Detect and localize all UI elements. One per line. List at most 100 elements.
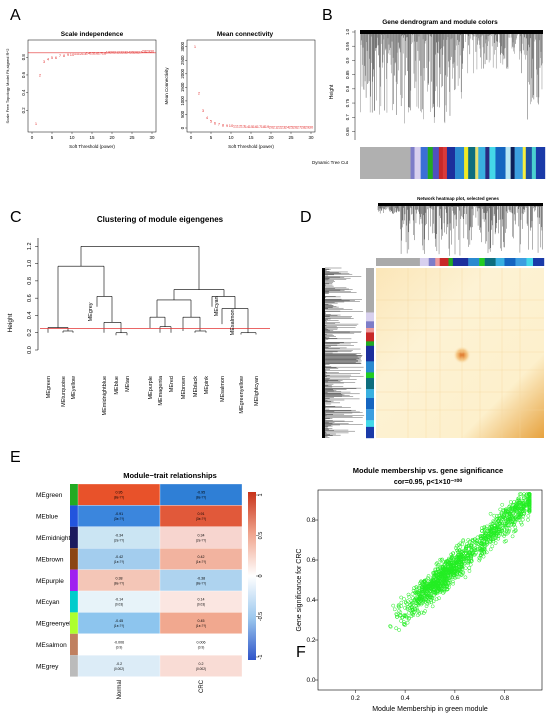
mm-gs-yticks: 0.0 0.2 0.4 0.6 0.8 (306, 517, 318, 684)
y-tick-label: 0.4 (21, 89, 26, 96)
y-tick-label: 0.8 (27, 277, 33, 285)
scatter-point (468, 562, 473, 567)
scatter-point (461, 555, 466, 560)
y-tick-label: 0.95 (345, 41, 350, 50)
scatter-point (432, 587, 436, 592)
scatter-point (415, 601, 420, 606)
scatter-point (473, 552, 477, 557)
scatter-point (483, 547, 487, 552)
module-color-swatch (70, 526, 78, 549)
scatter-point (500, 529, 504, 534)
scatter-point (509, 523, 514, 527)
cell-pvalue: (0.9) (116, 646, 123, 650)
scatter-point (506, 530, 511, 535)
scatter-point (512, 529, 516, 534)
scale-independence-ylabel: Scale Free Topology Model Fit,signed R^2 (5, 48, 10, 124)
panel-f-letter: F (296, 644, 306, 661)
data-point: 29 (146, 49, 151, 54)
x-tick-label: 20 (268, 135, 274, 140)
scatter-point (494, 528, 499, 533)
data-point: 24 (126, 49, 131, 54)
scatter-point (470, 538, 475, 543)
x-tick-label: 15 (248, 135, 254, 140)
heatmap-cell (159, 633, 243, 656)
scatter-point (490, 525, 494, 529)
column-label: CRC (199, 679, 205, 693)
scatter-point (403, 623, 407, 627)
scatter-point (461, 549, 465, 554)
leaf-label: MEblue (114, 376, 120, 395)
scatter-point (399, 600, 404, 605)
module-color-segment (489, 147, 496, 179)
scatter-point (443, 560, 448, 565)
panel-c: C Clustering of module eigengenes 0.0 0.2… (7, 209, 270, 415)
scatter-point (427, 591, 432, 596)
scatter-point (434, 597, 439, 602)
module-color-segment (427, 147, 433, 179)
y-tick-label: 0.75 (345, 98, 350, 107)
scatter-point (407, 595, 412, 599)
scatter-point (477, 558, 482, 563)
x-tick-label: 25 (129, 135, 135, 140)
x-tick-label: 10 (69, 135, 75, 140)
data-point: 24 (285, 124, 290, 129)
scatter-point (418, 591, 423, 596)
scatter-point (435, 587, 440, 591)
scatter-point (451, 575, 456, 580)
row-label: MEsalmon (36, 642, 67, 649)
scatter-point (456, 552, 461, 557)
cell-pvalue: (8e-??) (114, 496, 124, 500)
scatter-point (489, 528, 493, 533)
cell-pvalue: (2e-??) (114, 539, 124, 543)
scatter-point (484, 538, 489, 542)
dendrogram-title: Gene dendrogram and module colors (382, 19, 498, 26)
cell-pvalue: (3e-??) (196, 517, 206, 521)
scatter-point (441, 570, 445, 575)
module-color-segment (446, 147, 456, 179)
y-tick-label: 0.6 (21, 71, 26, 78)
module-color-segment (435, 258, 440, 266)
scatter-point (479, 536, 483, 540)
scatter-point (519, 512, 524, 517)
scatter-point (432, 574, 436, 579)
module-color-swatch (70, 505, 78, 527)
cell-correlation: 0.95 (116, 491, 123, 495)
heatmap-module-lines (376, 268, 544, 438)
scatter-point (527, 506, 532, 511)
scatter-point (407, 610, 411, 615)
scatter-point (490, 544, 495, 549)
y-tick-label: 0.65 (345, 127, 350, 136)
scatter-point (424, 604, 429, 608)
module-color-segment (414, 147, 421, 179)
cell-correlation: 0.006 (197, 641, 206, 645)
scatter-point (434, 583, 439, 588)
data-point: 30 (150, 49, 155, 54)
module-color-segment (468, 147, 476, 179)
scatter-point (429, 600, 434, 605)
y-tick-label: 0.8 (21, 54, 26, 61)
scatter-point (527, 492, 532, 496)
cell-pvalue: (8e-??) (196, 496, 206, 500)
scatter-point (417, 611, 422, 616)
scatter-point (410, 592, 415, 596)
scatter-point (515, 505, 520, 510)
scatter-point (475, 547, 480, 552)
module-color-swatch (70, 484, 78, 506)
scatter-point (392, 607, 397, 612)
cell-pvalue: (0.9) (198, 646, 205, 650)
cell-pvalue: (0.03) (115, 603, 123, 607)
scatter-point (423, 583, 428, 588)
scatter-point (498, 507, 503, 512)
module-color-segment (366, 378, 374, 390)
data-point: 17 (98, 50, 103, 55)
leaf-label: MEpurple (148, 376, 154, 400)
scatter-point (525, 501, 530, 506)
cell-pvalue: (1e-??) (114, 624, 124, 628)
data-point: 6 (214, 121, 217, 126)
eigengene-ylabel: Height (7, 313, 14, 332)
scatter-point (453, 560, 458, 565)
leaf-label: MEred (169, 376, 175, 392)
scatter-point (452, 568, 456, 573)
leaf-label: MEtan (125, 376, 131, 392)
